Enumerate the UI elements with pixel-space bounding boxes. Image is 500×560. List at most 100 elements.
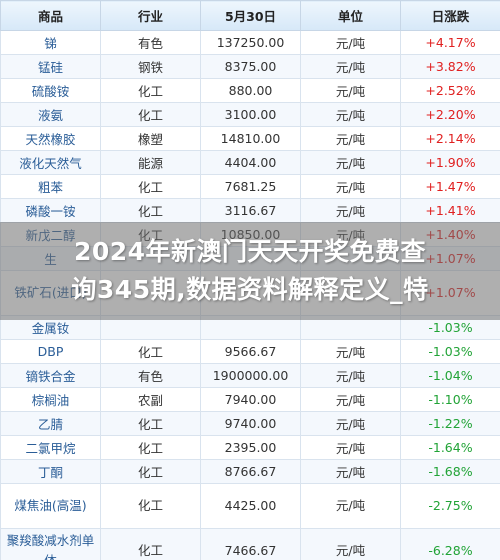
- unit-cell: 元/吨: [300, 30, 401, 55]
- commodity-name-cell[interactable]: 聚羧酸减水剂单体: [0, 528, 101, 560]
- price-cell: 7466.67: [200, 528, 301, 560]
- unit-cell: 元/吨: [300, 435, 401, 460]
- price-cell: 2395.00: [200, 435, 301, 460]
- price-cell: 137250.00: [200, 30, 301, 55]
- daily-change-cell: -1.64%: [400, 435, 500, 460]
- table-row: 二氯甲烷 化工 2395.00 元/吨 -1.64%: [0, 435, 500, 460]
- table-row: 液氨 化工 3100.00 元/吨 +2.20%: [0, 102, 500, 127]
- industry-cell: 化工: [100, 339, 201, 364]
- price-cell: 880.00: [200, 78, 301, 103]
- commodity-name-cell[interactable]: 硫酸铵: [0, 78, 101, 103]
- commodity-name-cell[interactable]: 丁酮: [0, 459, 101, 484]
- industry-cell: 化工: [100, 198, 201, 223]
- industry-cell: 橡塑: [100, 126, 201, 151]
- table-row: 锰硅 钢铁 8375.00 元/吨 +3.82%: [0, 54, 500, 79]
- header-commodity[interactable]: 商品: [0, 0, 101, 31]
- industry-cell: 化工: [100, 411, 201, 436]
- unit-cell: 元/吨: [300, 387, 401, 412]
- price-cell: 8766.67: [200, 459, 301, 484]
- daily-change-cell: -1.22%: [400, 411, 500, 436]
- price-cell: 7681.25: [200, 174, 301, 199]
- commodity-name-cell[interactable]: 二氯甲烷: [0, 435, 101, 460]
- price-cell: 9740.00: [200, 411, 301, 436]
- unit-cell: 元/吨: [300, 198, 401, 223]
- daily-change-cell: -1.10%: [400, 387, 500, 412]
- unit-cell: 元/吨: [300, 150, 401, 175]
- price-cell: 4404.00: [200, 150, 301, 175]
- table-row: DBP 化工 9566.67 元/吨 -1.03%: [0, 339, 500, 364]
- price-cell: 3116.67: [200, 198, 301, 223]
- daily-change-cell: -2.75%: [400, 483, 500, 529]
- table-row: 乙腈 化工 9740.00 元/吨 -1.22%: [0, 411, 500, 436]
- watermark-line-1: 2024年新澳门天天开奖免费查: [73, 237, 427, 266]
- watermark-banner: 2024年新澳门天天开奖免费查 询345期,数据资料解释定义_特: [0, 222, 500, 320]
- commodity-name-cell[interactable]: 液化天然气: [0, 150, 101, 175]
- header-industry[interactable]: 行业: [100, 0, 201, 31]
- price-cell: 3100.00: [200, 102, 301, 127]
- table-row: 丁酮 化工 8766.67 元/吨 -1.68%: [0, 459, 500, 484]
- daily-change-cell: -1.68%: [400, 459, 500, 484]
- industry-cell: 有色: [100, 363, 201, 388]
- table-row: 煤焦油(高温) 化工 4425.00 元/吨 -2.75%: [0, 483, 500, 529]
- daily-change-cell: -1.04%: [400, 363, 500, 388]
- commodity-name-cell[interactable]: 棕榈油: [0, 387, 101, 412]
- price-cell: 7940.00: [200, 387, 301, 412]
- industry-cell: 化工: [100, 459, 201, 484]
- header-date[interactable]: 5月30日: [200, 0, 301, 31]
- daily-change-cell: +3.82%: [400, 54, 500, 79]
- daily-change-cell: +4.17%: [400, 30, 500, 55]
- industry-cell: 化工: [100, 78, 201, 103]
- price-cell: 4425.00: [200, 483, 301, 529]
- table-row: 棕榈油 农副 7940.00 元/吨 -1.10%: [0, 387, 500, 412]
- daily-change-cell: +2.20%: [400, 102, 500, 127]
- industry-cell: 化工: [100, 435, 201, 460]
- commodity-name-cell[interactable]: 粗苯: [0, 174, 101, 199]
- daily-change-cell: +1.41%: [400, 198, 500, 223]
- industry-cell: 化工: [100, 528, 201, 560]
- unit-cell: 元/吨: [300, 102, 401, 127]
- commodity-name-cell[interactable]: 锰硅: [0, 54, 101, 79]
- price-cell: 14810.00: [200, 126, 301, 151]
- daily-change-cell: -1.03%: [400, 339, 500, 364]
- daily-change-cell: +1.47%: [400, 174, 500, 199]
- price-cell: 8375.00: [200, 54, 301, 79]
- price-cell: 1900000.00: [200, 363, 301, 388]
- commodity-name-cell[interactable]: 煤焦油(高温): [0, 483, 101, 529]
- commodity-name-cell[interactable]: 天然橡胶: [0, 126, 101, 151]
- daily-change-cell: +2.52%: [400, 78, 500, 103]
- commodity-name-cell[interactable]: 镝铁合金: [0, 363, 101, 388]
- table-row: 天然橡胶 橡塑 14810.00 元/吨 +2.14%: [0, 126, 500, 151]
- unit-cell: 元/吨: [300, 363, 401, 388]
- unit-cell: 元/吨: [300, 411, 401, 436]
- industry-cell: 钢铁: [100, 54, 201, 79]
- price-cell: 9566.67: [200, 339, 301, 364]
- daily-change-cell: +1.90%: [400, 150, 500, 175]
- commodity-name-cell[interactable]: DBP: [0, 339, 101, 364]
- table-row: 液化天然气 能源 4404.00 元/吨 +1.90%: [0, 150, 500, 175]
- industry-cell: 农副: [100, 387, 201, 412]
- daily-change-cell: -6.28%: [400, 528, 500, 560]
- unit-cell: 元/吨: [300, 528, 401, 560]
- unit-cell: 元/吨: [300, 54, 401, 79]
- industry-cell: 化工: [100, 483, 201, 529]
- commodity-name-cell[interactable]: 乙腈: [0, 411, 101, 436]
- unit-cell: 元/吨: [300, 174, 401, 199]
- unit-cell: 元/吨: [300, 339, 401, 364]
- header-unit[interactable]: 单位: [300, 0, 401, 31]
- table-row: 磷酸一铵 化工 3116.67 元/吨 +1.41%: [0, 198, 500, 223]
- unit-cell: 元/吨: [300, 78, 401, 103]
- table-row: 锑有色 137250.00 元/吨 +4.17%: [0, 30, 500, 55]
- unit-cell: 元/吨: [300, 459, 401, 484]
- commodity-name-cell[interactable]: 液氨: [0, 102, 101, 127]
- table-row: 硫酸铵 化工 880.00 元/吨 +2.52%: [0, 78, 500, 103]
- table-header-row: 商品 行业 5月30日 单位 日涨跌: [0, 0, 500, 31]
- commodity-name-cell[interactable]: 磷酸一铵: [0, 198, 101, 223]
- unit-cell: 元/吨: [300, 483, 401, 529]
- header-daily-change[interactable]: 日涨跌: [400, 0, 500, 31]
- table-row: 镝铁合金 有色 1900000.00 元/吨 -1.04%: [0, 363, 500, 388]
- unit-cell: 元/吨: [300, 126, 401, 151]
- commodity-name-cell[interactable]: 锑: [0, 30, 101, 55]
- table-row: 聚羧酸减水剂单体化工7466.67元/吨-6.28%: [0, 528, 500, 560]
- table-row: 粗苯 化工 7681.25 元/吨 +1.47%: [0, 174, 500, 199]
